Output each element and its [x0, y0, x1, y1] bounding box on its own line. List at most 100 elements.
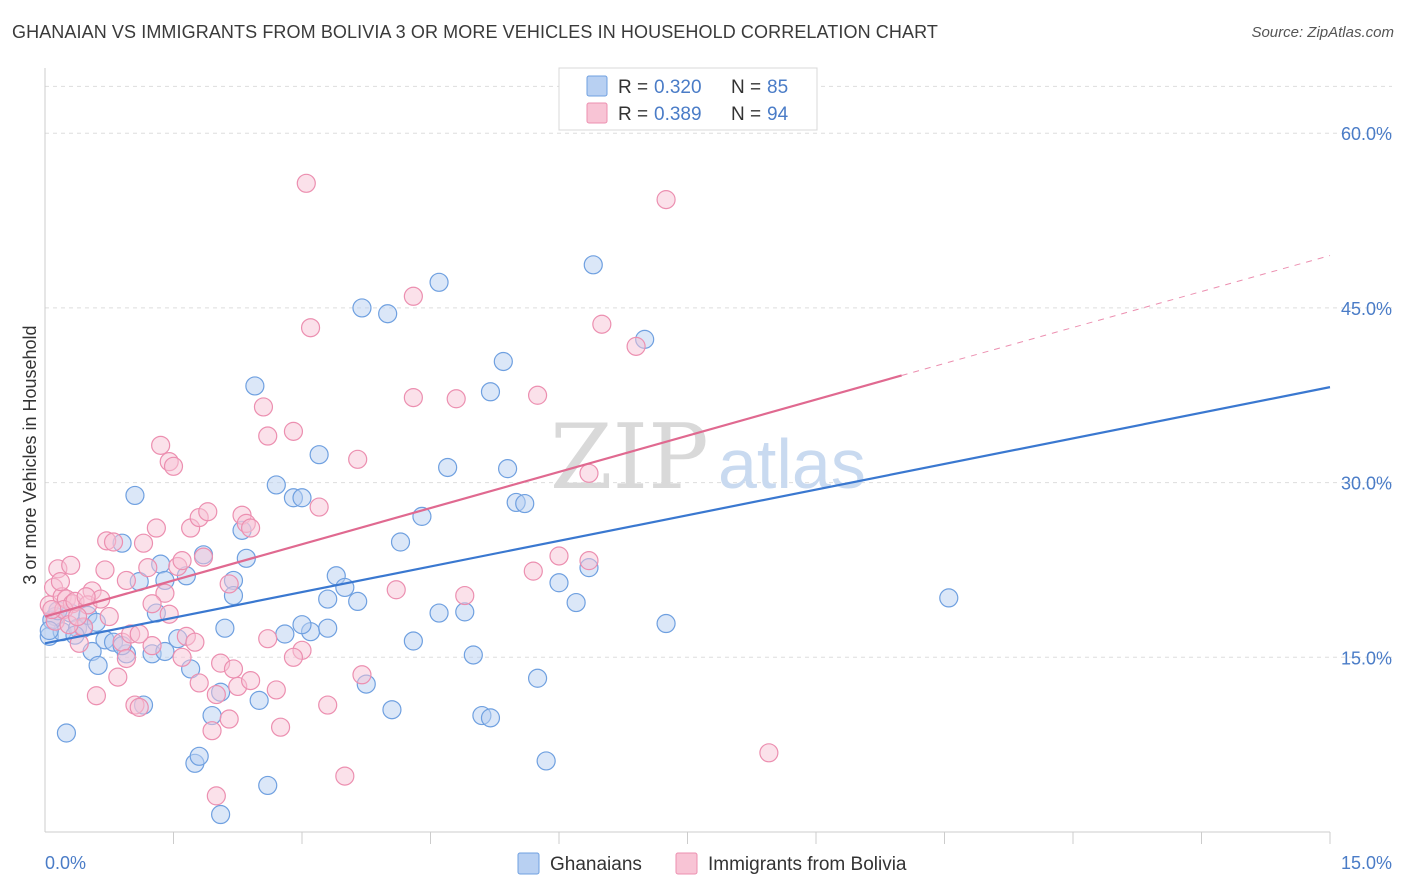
watermark: ZIP atlas — [550, 405, 866, 510]
point-ghanaians-39 — [292, 488, 312, 508]
point-ghanaians-24 — [189, 746, 209, 766]
bottom-legend-ghanaians: Ghanaians — [550, 854, 642, 875]
point-bolivia-24 — [151, 435, 171, 455]
point-bolivia-61 — [455, 585, 475, 606]
legend-r-label-1: R = — [618, 104, 648, 125]
point-bolivia-81 — [172, 647, 192, 667]
watermark-atlas: atlas — [718, 425, 866, 503]
point-ghanaians-62 — [498, 459, 518, 479]
point-ghanaians-46 — [352, 298, 372, 318]
point-ghanaians-34 — [249, 690, 269, 710]
point-bolivia-51 — [300, 318, 321, 338]
point-bolivia-29 — [172, 551, 192, 571]
point-bolivia-79 — [142, 594, 162, 614]
chart-title: GHANAIAN VS IMMIGRANTS FROM BOLIVIA 3 OR… — [12, 22, 938, 42]
point-bolivia-84 — [219, 709, 239, 729]
point-bolivia-5 — [61, 555, 81, 575]
point-bolivia-25 — [155, 583, 175, 603]
point-ghanaians-35 — [258, 775, 278, 796]
bottom-legend-swatch-bolivia — [675, 852, 698, 875]
point-bolivia-35 — [198, 502, 218, 522]
point-ghanaians-61 — [493, 351, 513, 372]
point-ghanaians-49 — [382, 700, 402, 720]
point-bolivia-63 — [527, 385, 548, 405]
point-ghanaians-33 — [245, 376, 265, 396]
point-bolivia-46 — [258, 426, 278, 446]
point-bolivia-19 — [129, 697, 149, 717]
point-ghanaians-70 — [583, 255, 603, 275]
trend-line-ghanaians — [44, 386, 1331, 645]
bottom-legend-swatch-ghanaians — [517, 852, 540, 875]
point-bolivia-34 — [193, 547, 214, 567]
point-bolivia-85 — [241, 670, 261, 691]
legend-n-value-0: 85 — [767, 77, 788, 98]
point-bolivia-14 — [108, 667, 128, 687]
point-bolivia-87 — [266, 680, 286, 700]
point-ghanaians-3 — [56, 723, 77, 743]
point-bolivia-50 — [296, 173, 316, 193]
point-bolivia-55 — [348, 449, 368, 469]
point-bolivia-40 — [223, 659, 244, 679]
point-ghanaians-37 — [275, 624, 295, 644]
point-bolivia-76 — [99, 606, 119, 627]
point-bolivia-52 — [309, 497, 329, 517]
legend-r-value-1: 0.389 — [654, 104, 702, 125]
point-bolivia-39 — [219, 574, 239, 594]
x-tick-label-max: 15.0% — [1341, 853, 1392, 873]
axes — [44, 68, 1331, 844]
point-bolivia-48 — [283, 421, 304, 441]
point-bolivia-20 — [133, 533, 154, 553]
legend-n-label-1: N = — [731, 104, 761, 125]
trend-line-dashed-bolivia — [901, 255, 1331, 376]
point-bolivia-10 — [86, 686, 107, 706]
point-bolivia-60 — [446, 389, 466, 409]
point-ghanaians-82 — [292, 615, 312, 635]
x-tick-labels: 0.0% 15.0% — [45, 853, 1392, 873]
point-bolivia-37 — [206, 786, 226, 806]
point-bolivia-64 — [549, 546, 569, 566]
data-points — [39, 173, 959, 825]
point-ghanaians-50 — [390, 532, 411, 552]
point-bolivia-78 — [129, 624, 149, 644]
legend-swatch-bolivia — [586, 102, 608, 124]
point-bolivia-16 — [116, 570, 136, 591]
legend-r-value-0: 0.320 — [654, 77, 702, 98]
point-bolivia-36 — [202, 721, 222, 741]
point-bolivia-44 — [241, 518, 261, 538]
point-ghanaians-13 — [125, 485, 145, 506]
point-bolivia-68 — [626, 336, 646, 356]
trend-lines — [44, 255, 1331, 645]
point-bolivia-54 — [335, 766, 355, 786]
point-ghanaians-29 — [215, 618, 235, 638]
point-bolivia-86 — [258, 629, 278, 649]
point-ghanaians-51 — [403, 631, 423, 651]
point-ghanaians-56 — [455, 602, 475, 622]
point-bolivia-45 — [253, 397, 274, 417]
point-bolivia-66 — [579, 463, 599, 483]
point-ghanaians-45 — [348, 591, 368, 612]
gridlines — [45, 85, 1392, 658]
y-tick-label-1: 30.0% — [1341, 474, 1392, 494]
point-bolivia-62 — [523, 561, 543, 581]
y-tick-labels: 15.0% 30.0% 45.0% 60.0% — [1341, 124, 1392, 668]
point-ghanaians-83 — [318, 618, 338, 638]
point-bolivia-57 — [386, 580, 406, 600]
point-ghanaians-57 — [463, 645, 483, 665]
point-bolivia-56 — [352, 665, 372, 685]
y-tick-label-0: 15.0% — [1341, 648, 1392, 668]
legend-n-label-0: N = — [731, 77, 761, 98]
point-ghanaians-64 — [515, 493, 535, 514]
legend-box: R = 0.320 N = 85 R = 0.389 N = 94 — [558, 67, 818, 131]
y-tick-label-2: 45.0% — [1341, 299, 1392, 319]
legend-swatch-ghanaians — [586, 75, 608, 97]
point-ghanaians-72 — [656, 613, 676, 634]
point-ghanaians-44 — [335, 577, 355, 598]
point-bolivia-32 — [185, 632, 205, 652]
point-ghanaians-67 — [549, 573, 569, 593]
trend-line-bolivia — [44, 374, 902, 618]
point-bolivia-59 — [403, 387, 423, 408]
point-ghanaians-48 — [378, 304, 398, 324]
point-ghanaians-36 — [266, 475, 286, 495]
point-bolivia-27 — [163, 456, 184, 476]
legend-r-label-0: R = — [618, 77, 648, 98]
